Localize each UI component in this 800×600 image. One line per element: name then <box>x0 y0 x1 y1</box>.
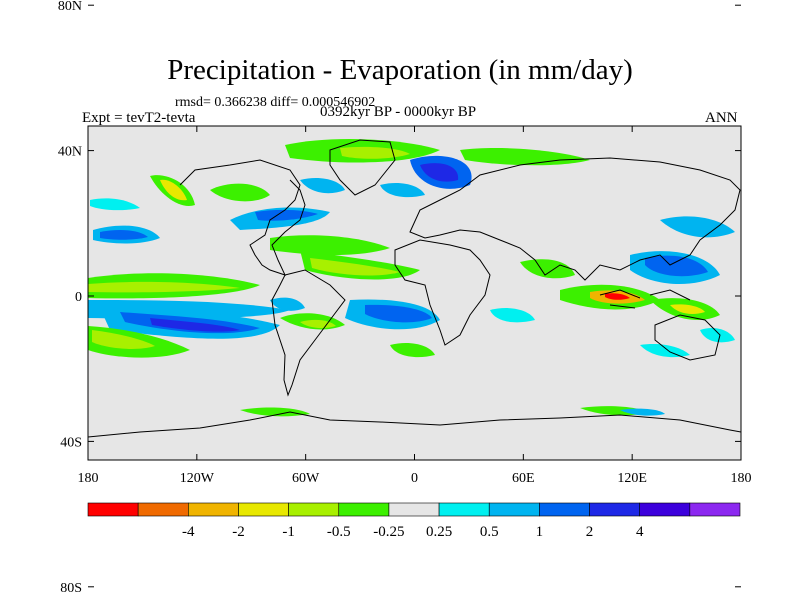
colorbar-swatch <box>238 502 289 517</box>
anomaly-contour <box>300 319 336 329</box>
anomaly-contour <box>92 330 155 349</box>
lat-tick-label: 80N <box>58 0 82 14</box>
anomaly-contour <box>160 179 187 201</box>
lon-tick-label: 180 <box>78 471 99 486</box>
experiment-label: Expt = tevT2-tevta <box>82 110 196 126</box>
colorbar-swatch <box>388 502 440 517</box>
lon-tick-label: 120W <box>180 471 215 486</box>
anomaly-contour <box>90 198 140 211</box>
colorbar-label: -0.5 <box>327 524 351 540</box>
colorbar-label: -1 <box>282 524 295 540</box>
coastline-south-america <box>271 269 346 397</box>
anomaly-field <box>88 138 735 417</box>
anomaly-contour <box>420 163 459 182</box>
anomaly-contour <box>620 408 665 416</box>
anomaly-contour <box>670 304 705 314</box>
colorbar-label: 0.5 <box>480 524 499 540</box>
colorbar-label: 1 <box>536 524 544 540</box>
longitude-axis: 180 120W 60W 0 60E 120E 180 <box>78 126 752 486</box>
anomaly-contour <box>460 148 590 166</box>
anomaly-contour <box>150 318 240 332</box>
colorbar-swatch <box>137 502 189 517</box>
lon-tick-label: 0 <box>411 471 418 486</box>
anomaly-contour <box>390 343 435 358</box>
colorbar-label: 4 <box>636 524 644 540</box>
colorbar-swatch <box>589 502 640 517</box>
colorbar-label: -4 <box>182 524 195 540</box>
anomaly-contour <box>300 178 345 194</box>
anomaly-contour <box>380 183 425 198</box>
anomaly-contour <box>88 281 240 293</box>
latitude-axis: 80N 40N 0 40S 80S <box>58 0 741 596</box>
anomaly-contour <box>240 407 310 417</box>
coastline-north-america <box>179 159 306 276</box>
lat-tick-label: 40S <box>60 435 82 450</box>
lon-tick-label: 60W <box>292 471 320 486</box>
colorbar-swatch <box>438 502 490 517</box>
anomaly-contour <box>310 258 400 276</box>
colorbar: -4 -2 -1 -0.5 -0.25 0.25 0.5 1 2 4 <box>87 502 741 540</box>
colorbar-swatch <box>338 502 390 517</box>
lon-tick-label: 180 <box>731 471 752 486</box>
coastline-maritime <box>599 289 691 309</box>
anomaly-contour <box>210 183 270 202</box>
colorbar-swatch <box>689 502 741 517</box>
anomaly-contour <box>270 235 390 255</box>
period-label: 0392kyr BP - 0000kyr BP <box>320 104 477 120</box>
coastline-eurasia <box>409 157 741 281</box>
season-label: ANN <box>705 110 738 126</box>
lon-tick-label: 120E <box>617 471 647 486</box>
plot-title: Precipitation - Evaporation (in mm/day) <box>167 54 633 86</box>
coastline-africa <box>394 239 491 346</box>
anomaly-contour <box>365 304 432 323</box>
anomaly-contour <box>660 216 735 238</box>
colorbar-label: 2 <box>586 524 594 540</box>
lat-tick-label: 80S <box>60 581 82 596</box>
colorbar-swatch <box>488 502 540 517</box>
colorbar-swatch <box>188 502 239 517</box>
coastline-greenland <box>329 139 396 196</box>
colorbar-swatch <box>288 502 340 517</box>
anomaly-contour <box>605 293 630 300</box>
anomaly-contour <box>100 229 148 240</box>
coastline-australia <box>654 314 721 361</box>
lon-tick-label: 60E <box>512 471 535 486</box>
colorbar-label: 0.25 <box>426 524 452 540</box>
colorbar-swatch <box>539 502 590 517</box>
anomaly-contour <box>640 344 690 358</box>
anomaly-contour <box>270 297 305 311</box>
stats-label: rmsd= 0.366238 diff= 0.000546902 <box>175 95 376 110</box>
coastline-antarctica <box>88 411 741 438</box>
coastlines <box>88 139 741 438</box>
colorbar-swatch <box>87 502 139 517</box>
colorbar-swatch <box>639 502 691 517</box>
colorbar-label: -2 <box>232 524 245 540</box>
anomaly-contour <box>520 259 575 279</box>
anomaly-contour <box>490 308 535 323</box>
lat-tick-label: 40N <box>58 145 82 160</box>
colorbar-label: -0.25 <box>373 524 404 540</box>
anomaly-contour <box>645 255 708 277</box>
lat-tick-label: 0 <box>75 290 82 305</box>
anomaly-contour <box>700 328 735 343</box>
